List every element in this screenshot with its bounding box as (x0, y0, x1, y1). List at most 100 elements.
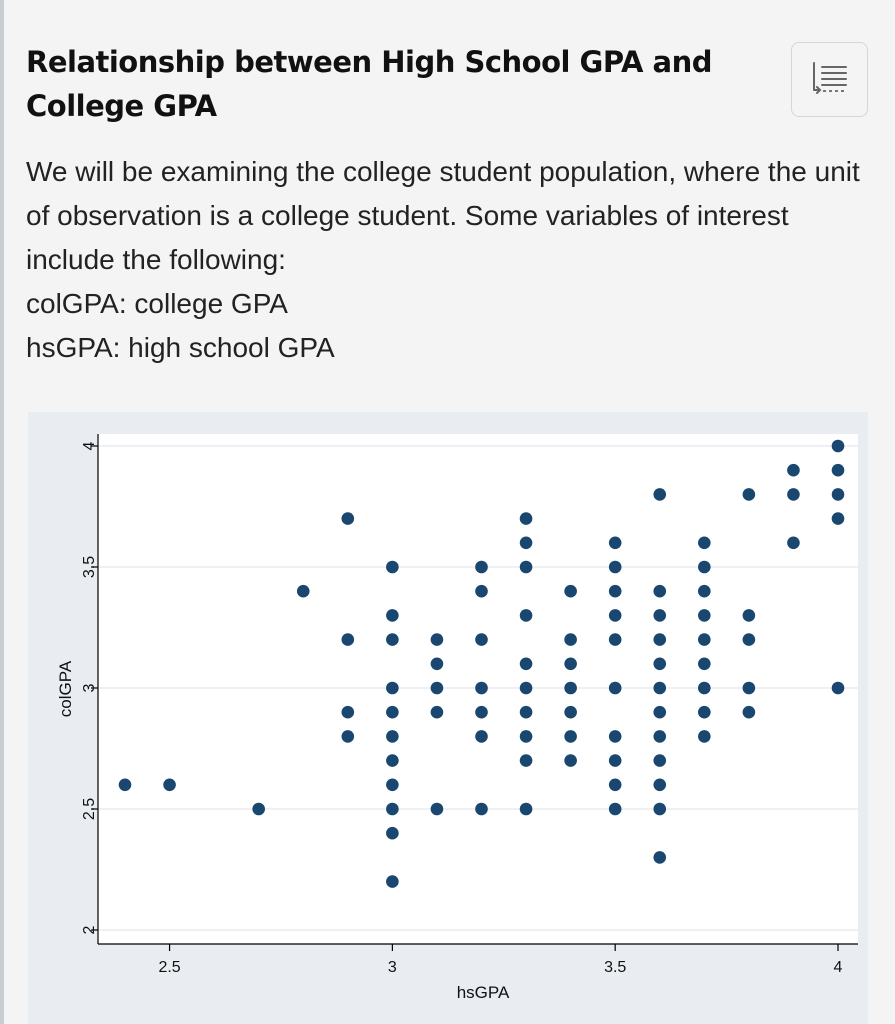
scatter-point (386, 802, 399, 816)
scatter-point (653, 851, 667, 864)
scatter-point (653, 705, 667, 719)
scatter-point (118, 778, 132, 792)
scatter-point (564, 681, 577, 695)
scatter-point (475, 681, 488, 695)
scatter-point (386, 609, 399, 622)
scatter-point (831, 488, 845, 501)
scatter-point (653, 730, 667, 743)
scatter-point (564, 633, 577, 646)
y-tick-label: 2.5 (81, 798, 98, 820)
scatter-point (831, 681, 845, 695)
scatter-point (831, 439, 845, 453)
gridlines (99, 445, 858, 931)
scatter-point (386, 875, 399, 888)
scatter-point (653, 488, 667, 501)
scatter-point (386, 826, 399, 840)
scatter-point (787, 536, 800, 550)
scatter-point (519, 657, 533, 671)
scatter-point (475, 802, 488, 816)
scatter-point (653, 681, 667, 695)
scatter-point (519, 512, 533, 525)
scatter-point (608, 609, 622, 622)
scatter-point (742, 633, 756, 646)
scatter-point (430, 681, 444, 695)
scatter-point (386, 754, 399, 767)
scatter-chart-panel: 2 2.5 3 3.5 4 2.5 3 3.5 4 hsGPA colGPA (28, 412, 868, 1024)
scatter-point (831, 512, 845, 525)
scatter-point (519, 705, 533, 719)
scatter-point (653, 802, 667, 816)
scatter-point (341, 633, 355, 646)
scatter-point (430, 705, 444, 719)
scatter-point (698, 681, 711, 695)
scatter-point (386, 730, 399, 743)
scatter-point (698, 657, 711, 671)
scatter-point (475, 560, 488, 574)
page-title: Relationship between High School GPA and… (26, 45, 712, 123)
scatter-point (653, 657, 667, 671)
scatter-point (653, 633, 667, 646)
scatter-point (341, 705, 355, 719)
scatter-point (564, 754, 577, 767)
y-tick-label: 3.5 (81, 556, 98, 578)
scatter-point (564, 705, 577, 719)
intro-paragraph: We will be examining the college student… (26, 156, 860, 275)
scatter-point (519, 609, 533, 622)
intro-section: We will be examining the college student… (26, 150, 866, 370)
scatter-point (430, 657, 444, 671)
scatter-point (653, 584, 667, 598)
scatter-chart: 2 2.5 3 3.5 4 2.5 3 3.5 4 hsGPA colGPA (56, 434, 858, 1002)
scatter-point (519, 681, 533, 695)
scatter-point (698, 730, 711, 743)
scatter-point (608, 633, 622, 646)
scatter-point (519, 536, 533, 550)
scatter-point (608, 730, 622, 743)
scatter-point (742, 488, 756, 501)
scatter-point (386, 560, 399, 574)
scatter-point (564, 584, 577, 598)
scatter-point (608, 560, 622, 574)
scatter-point (519, 560, 533, 574)
table-of-contents-button[interactable] (791, 42, 868, 117)
scatter-point (386, 778, 399, 792)
scatter-point (698, 584, 711, 598)
scatter-point (386, 681, 399, 695)
x-tick-label: 3 (388, 959, 397, 976)
scatter-point (742, 681, 756, 695)
scatter-point (653, 778, 667, 792)
scatter-point (698, 560, 711, 574)
scatter-point (608, 778, 622, 792)
variable-colgpa: colGPA: college GPA (26, 288, 288, 319)
scatter-point (698, 609, 711, 622)
scatter-point (341, 730, 355, 743)
scatter-point (386, 633, 399, 646)
scatter-point (742, 609, 756, 622)
scatter-point (742, 705, 756, 719)
y-tick-label: 3 (81, 683, 98, 692)
scatter-point (698, 633, 711, 646)
scatter-point (341, 512, 355, 525)
scatter-point (831, 463, 845, 477)
axis-ticks: 2 2.5 3 3.5 4 2.5 3 3.5 4 (81, 441, 843, 976)
scatter-point (475, 705, 488, 719)
scatter-point (787, 488, 800, 501)
scatter-point (519, 754, 533, 767)
scatter-point (519, 802, 533, 816)
scatter-point (430, 802, 444, 816)
scatter-point (430, 633, 444, 646)
scatter-point (519, 730, 533, 743)
variable-hsgpa: hsGPA: high school GPA (26, 332, 335, 363)
scatter-point (163, 778, 176, 792)
scatter-point (608, 681, 622, 695)
scatter-point (787, 463, 800, 477)
x-tick-label: 4 (834, 959, 843, 976)
scatter-point (653, 754, 667, 767)
scatter-point (386, 705, 399, 719)
y-axis-label: colGPA (56, 660, 75, 717)
scatter-point (475, 730, 488, 743)
scatter-point (475, 633, 488, 646)
scatter-point (698, 536, 711, 550)
data-points (118, 439, 845, 888)
scatter-point (296, 584, 310, 598)
left-border (0, 0, 4, 1024)
